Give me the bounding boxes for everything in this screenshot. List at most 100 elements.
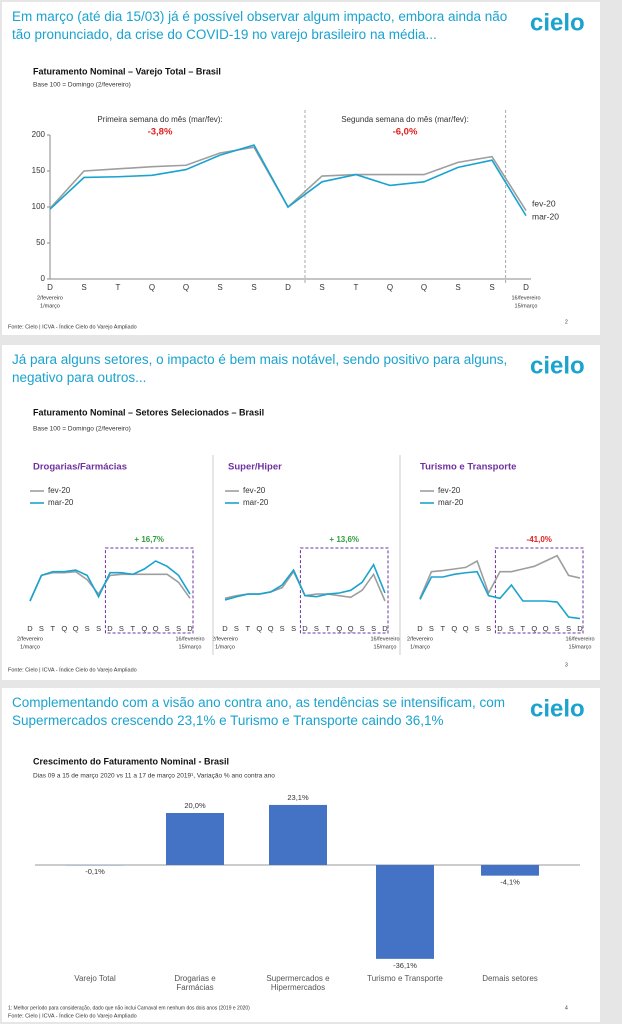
date-label: 15/março: [179, 644, 202, 650]
x-tick-label: Turismo e Transporte: [367, 974, 443, 983]
chart-subtitle: Base 100 = Domingo (2/fevereiro): [33, 426, 131, 433]
line-series: [224, 563, 386, 601]
panel-title: Turismo e Transporte: [420, 462, 516, 473]
x-tick-label: S: [486, 624, 491, 633]
x-tick-label: S: [165, 624, 170, 633]
headline: Complementando com a visão ano contra an…: [12, 695, 506, 728]
x-tick-label: T: [326, 624, 331, 633]
highlight-box: [104, 547, 194, 634]
x-tick-label: S: [509, 624, 514, 633]
x-tick-label: Q: [268, 624, 274, 633]
x-tick-label: S: [489, 283, 494, 292]
legend-label: mar-20: [243, 498, 269, 507]
line-series: [419, 554, 581, 599]
highlight-box: [494, 547, 584, 634]
x-tick-label: S: [81, 283, 86, 292]
annotation-value: -6,0%: [393, 127, 418, 138]
x-tick-label: S: [475, 624, 480, 633]
x-tick-label: T: [441, 624, 446, 633]
y-tick-label: 0: [41, 274, 46, 283]
headline: Em março (até dia 15/03) já é possível o…: [12, 9, 508, 42]
x-tick-label: S: [314, 624, 319, 633]
date-label: 15/março: [569, 644, 592, 650]
date-label: 2/fevereiro: [407, 636, 433, 642]
x-tick-label: D: [285, 283, 291, 292]
value-label: -0,1%: [85, 867, 105, 876]
annotation: Segunda semana do mês (mar/fev):: [341, 115, 469, 124]
source: Fonte: Cielo | ICVA - Índice Cielo do Va…: [8, 1012, 137, 1019]
x-tick-label: Q: [256, 624, 262, 633]
value-label: 20,0%: [184, 801, 206, 810]
x-tick-label: T: [51, 624, 56, 633]
series-label: mar-20: [532, 211, 559, 221]
x-tick-label: T: [521, 624, 526, 633]
x-tick-label: T: [116, 283, 121, 292]
bar: [481, 865, 539, 876]
logo: cielo: [530, 695, 585, 722]
annotation: + 16,7%: [134, 535, 164, 544]
highlight-box: [299, 547, 389, 634]
source: Fonte: Cielo | ICVA - Índice Cielo do Va…: [8, 323, 137, 330]
date-label: 16/fevereiro: [511, 295, 540, 301]
x-tick-label: S: [319, 283, 324, 292]
x-tick-label: S: [119, 624, 124, 633]
logo: cielo: [530, 352, 585, 379]
line-series: [29, 560, 191, 602]
date-label: 16/fevereiro: [565, 636, 594, 642]
date-label: 2/fevereiro: [37, 295, 63, 301]
annotation: Primeira semana do mês (mar/fev):: [97, 115, 222, 124]
date-label: 15/março: [515, 303, 538, 309]
date-label: 1/março: [40, 303, 60, 309]
x-tick-label: Q: [543, 624, 549, 633]
x-tick-label: S: [217, 283, 222, 292]
x-tick-label: Drogarias e Farmácias: [174, 974, 216, 992]
x-tick-label: Q: [531, 624, 537, 633]
chart-title: Crescimento do Faturamento Nominal - Bra…: [33, 756, 229, 766]
x-tick-label: S: [96, 624, 101, 633]
x-tick-label: Q: [141, 624, 147, 633]
x-tick-label: Demais setores: [482, 974, 538, 983]
value-label: 23,1%: [287, 793, 309, 802]
y-tick-label: 200: [32, 130, 46, 139]
date-label: 1/março: [20, 644, 40, 650]
x-tick-label: S: [176, 624, 181, 633]
annotation: -41,0%: [527, 535, 552, 544]
page-number: 2: [565, 319, 568, 325]
x-tick-label: Q: [421, 283, 427, 292]
chart-subtitle: Base 100 = Domingo (2/fevereiro): [33, 82, 131, 89]
bar: [376, 865, 434, 959]
source: Fonte: Cielo | ICVA - Índice Cielo do Va…: [8, 666, 137, 673]
x-tick-label: D: [222, 624, 228, 633]
date-label: 15/março: [374, 644, 397, 650]
date-label: 2/fevereiro: [17, 636, 43, 642]
annotation: + 13,6%: [329, 535, 359, 544]
legend-label: fev-20: [438, 486, 461, 495]
x-tick-label: S: [455, 283, 460, 292]
line-series: [49, 144, 527, 217]
slide-bg: [2, 2, 600, 335]
x-tick-label: S: [234, 624, 239, 633]
x-tick-label: D: [497, 624, 503, 633]
logo: cielo: [530, 9, 585, 36]
date-label: 1/março: [215, 644, 235, 650]
date-label: 16/fevereiro: [175, 636, 204, 642]
x-tick-label: Varejo Total: [74, 974, 116, 983]
panel-title: Drogarias/Farmácias: [33, 462, 127, 473]
legend-label: fev-20: [48, 486, 71, 495]
panel-title: Super/Hiper: [228, 462, 282, 473]
legend-label: mar-20: [438, 498, 464, 507]
line-series: [29, 570, 191, 602]
x-tick-label: S: [85, 624, 90, 633]
x-tick-label: D: [47, 283, 53, 292]
x-tick-label: S: [555, 624, 560, 633]
x-tick-label: Q: [149, 283, 155, 292]
y-tick-label: 50: [36, 238, 45, 247]
x-tick-label: Supermercados e Hipermercados: [266, 974, 330, 992]
x-tick-label: D: [27, 624, 33, 633]
x-tick-label: T: [354, 283, 359, 292]
page-number: 3: [565, 662, 568, 668]
x-tick-label: Q: [336, 624, 342, 633]
x-tick-label: S: [371, 624, 376, 633]
chart-subtitle: Dias 09 a 15 de março 2020 vs 11 a 17 de…: [33, 773, 275, 780]
